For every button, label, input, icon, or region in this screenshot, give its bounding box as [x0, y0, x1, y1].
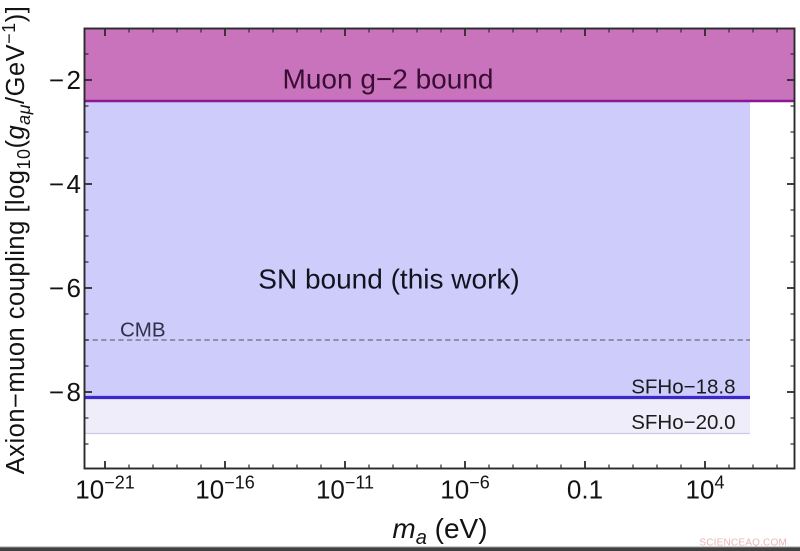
- svg-text:ma (eV): ma (eV): [392, 513, 487, 549]
- svg-text:10−16: 10−16: [195, 473, 254, 505]
- svg-text:−2: −2: [49, 65, 81, 95]
- svg-text:−4: −4: [49, 169, 81, 199]
- svg-text:10−21: 10−21: [75, 473, 134, 505]
- svg-text:10−6: 10−6: [440, 473, 489, 505]
- svg-text:SCIENCEAQ.COM: SCIENCEAQ.COM: [699, 538, 787, 549]
- svg-text:SFHo−20.0: SFHo−20.0: [631, 411, 735, 434]
- svg-text:10−11: 10−11: [316, 473, 374, 505]
- svg-text:Muon g−2 bound: Muon g−2 bound: [283, 64, 494, 95]
- svg-text:SN bound (this work): SN bound (this work): [258, 264, 519, 295]
- svg-text:Axion−muon coupling [log10(gaμ: Axion−muon coupling [log10(gaμ/GeV−1)]: [0, 6, 34, 475]
- svg-text:−6: −6: [49, 273, 81, 303]
- svg-text:104: 104: [686, 473, 725, 505]
- svg-text:−8: −8: [49, 377, 81, 407]
- svg-text:0.1: 0.1: [567, 475, 603, 505]
- svg-text:CMB: CMB: [120, 319, 166, 342]
- svg-text:SFHo−18.8: SFHo−18.8: [631, 376, 735, 399]
